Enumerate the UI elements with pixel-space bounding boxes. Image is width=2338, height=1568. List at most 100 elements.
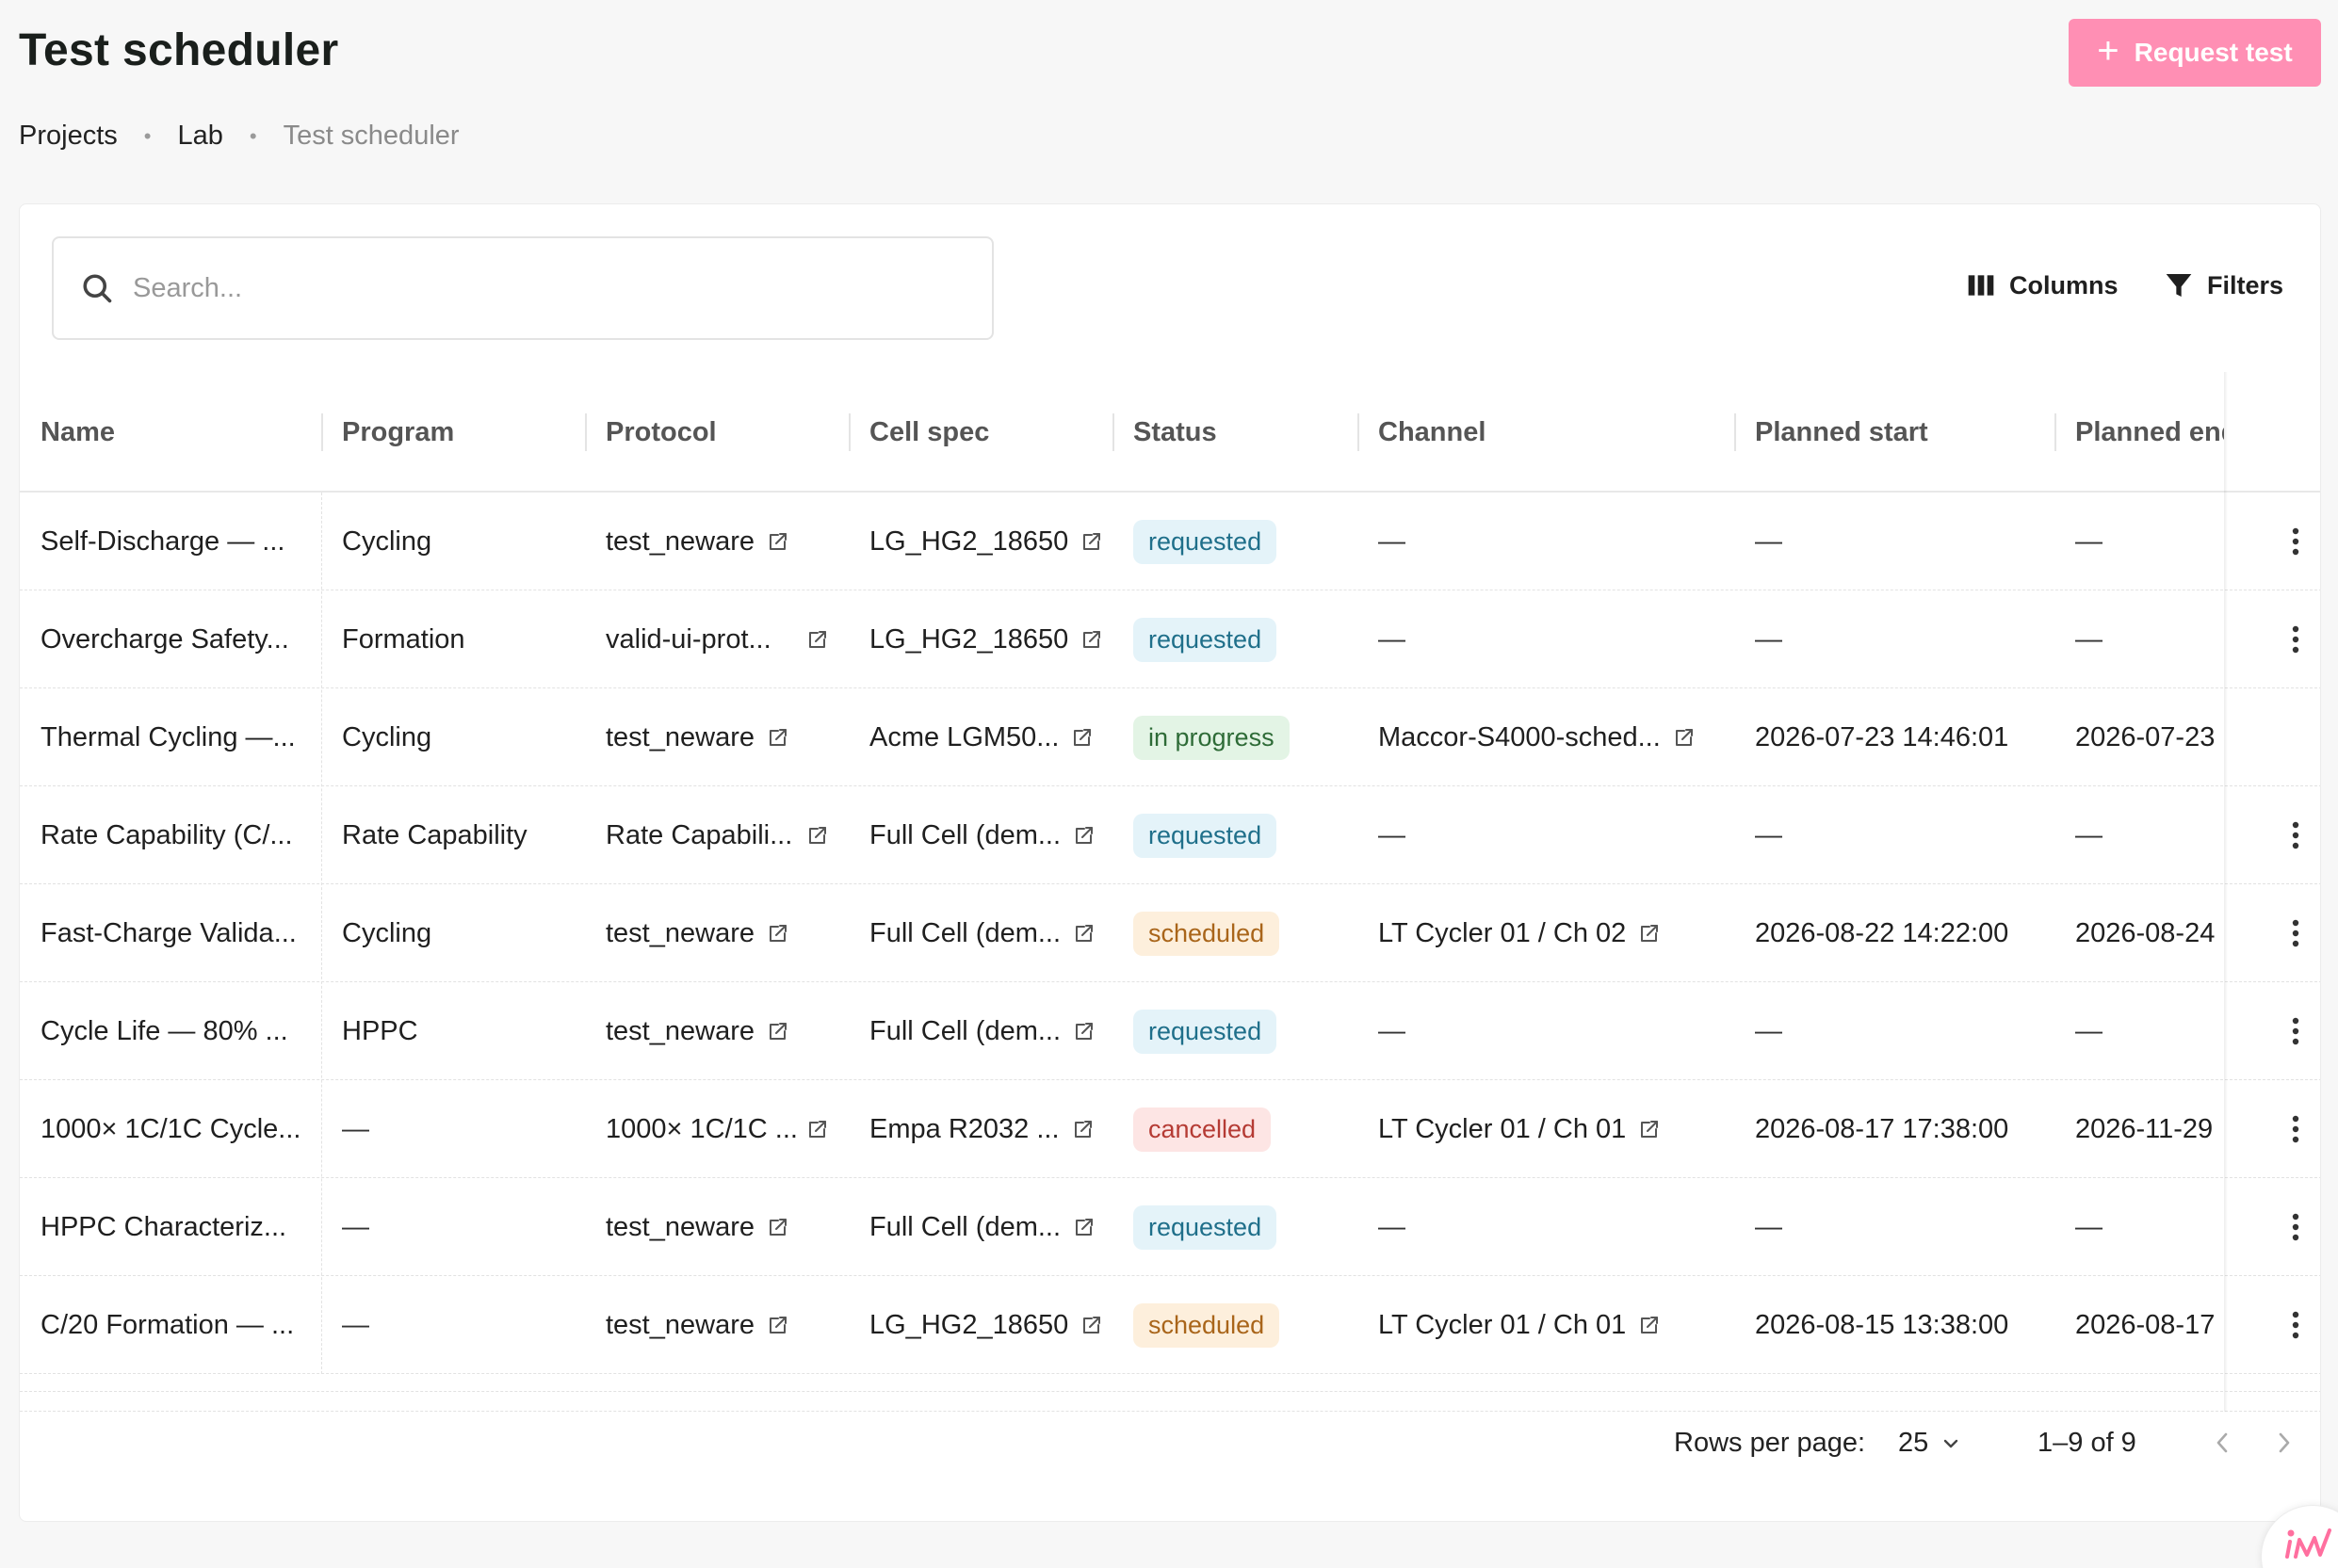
column-header-planned-start[interactable]: Planned start	[1755, 416, 1928, 447]
cell-protocol[interactable]: test_neware	[606, 1178, 841, 1276]
cell-channel[interactable]: —	[1378, 1178, 1727, 1276]
cell-channel[interactable]: —	[1378, 982, 1727, 1080]
cell-name: Overcharge Safety...	[41, 590, 314, 688]
external-link-icon[interactable]	[1637, 922, 1660, 945]
cell-channel[interactable]: —	[1378, 786, 1727, 884]
table-row[interactable]: HPPC Characteriz... — test_neware Full Cell…	[20, 1178, 2320, 1276]
column-header-planned-end[interactable]: Planned end	[2075, 416, 2224, 447]
cell-protocol[interactable]: Rate Capabili...	[606, 786, 841, 884]
cell-protocol-text: valid-ui-prot...	[606, 623, 771, 655]
cell-spec[interactable]: Full Cell (dem...	[869, 786, 1105, 884]
external-link-icon[interactable]	[1072, 1020, 1095, 1043]
cell-spec[interactable]: Empa R2032 ...	[869, 1080, 1105, 1178]
cell-channel-text: —	[1378, 819, 1405, 850]
external-link-icon[interactable]	[805, 824, 828, 847]
cell-protocol[interactable]: 1000× 1C/1C ...	[606, 1080, 841, 1178]
row-actions-menu-icon[interactable]	[2277, 1080, 2314, 1178]
filters-button[interactable]: Filters	[2164, 270, 2283, 300]
cell-program: —	[342, 1276, 596, 1374]
column-header-program[interactable]: Program	[342, 416, 455, 447]
cell-protocol[interactable]: test_neware	[606, 493, 841, 590]
external-link-icon[interactable]	[1071, 1118, 1094, 1140]
row-actions-menu-icon[interactable]	[2277, 884, 2314, 982]
search-input[interactable]	[133, 272, 943, 304]
external-link-icon[interactable]	[1637, 1118, 1660, 1140]
cell-spec[interactable]: LG_HG2_18650	[869, 590, 1105, 688]
external-link-icon[interactable]	[805, 1118, 828, 1140]
table-row[interactable]: Self-Discharge — ... Cycling test_neware LG…	[20, 493, 2320, 590]
cell-spec[interactable]: Full Cell (dem...	[869, 982, 1105, 1080]
breadcrumb-separator: •	[249, 123, 257, 148]
external-link-icon[interactable]	[805, 628, 828, 651]
column-header-status[interactable]: Status	[1133, 416, 1217, 447]
column-header-protocol[interactable]: Protocol	[606, 416, 717, 447]
cell-channel[interactable]: LT Cycler 01 / Ch 01	[1378, 1080, 1727, 1178]
table-row[interactable]: Rate Capability (C/... Rate Capability Rat…	[20, 786, 2320, 884]
cell-channel-text: —	[1378, 525, 1405, 557]
external-link-icon[interactable]	[766, 1020, 788, 1043]
row-actions-menu-icon[interactable]	[2277, 590, 2314, 688]
external-link-icon[interactable]	[1080, 530, 1102, 553]
cell-program-text: Cycling	[342, 721, 432, 752]
external-link-icon[interactable]	[1672, 726, 1695, 749]
cell-channel[interactable]: Maccor-S4000-sched...	[1378, 688, 1727, 786]
row-actions-menu-icon[interactable]	[2277, 1276, 2314, 1374]
row-actions-menu-icon[interactable]	[2277, 786, 2314, 884]
cell-protocol-text: test_neware	[606, 721, 755, 752]
external-link-icon[interactable]	[766, 530, 788, 553]
search-box[interactable]	[52, 236, 994, 340]
external-link-icon[interactable]	[1072, 922, 1095, 945]
cell-protocol[interactable]: valid-ui-prot...	[606, 590, 841, 688]
previous-page-button[interactable]	[2203, 1424, 2241, 1462]
breadcrumb-projects[interactable]: Projects	[19, 121, 118, 151]
external-link-icon[interactable]	[1072, 824, 1095, 847]
row-actions-menu-icon[interactable]	[2277, 1178, 2314, 1276]
column-divider	[321, 413, 323, 451]
cell-protocol[interactable]: test_neware	[606, 1276, 841, 1374]
external-link-icon[interactable]	[1637, 1314, 1660, 1336]
cell-spec-text: Acme LGM50...	[869, 721, 1060, 752]
breadcrumb-current: Test scheduler	[283, 121, 460, 151]
next-page-button[interactable]	[2265, 1424, 2303, 1462]
external-link-icon[interactable]	[766, 1314, 788, 1336]
table-row[interactable]: Cycle Life — 80% ... HPPC test_neware Full …	[20, 982, 2320, 1080]
column-header-channel[interactable]: Channel	[1378, 416, 1486, 447]
column-header-name[interactable]: Name	[41, 416, 115, 447]
cell-channel[interactable]: —	[1378, 590, 1727, 688]
cell-program-text: HPPC	[342, 1015, 418, 1046]
cell-channel[interactable]: —	[1378, 493, 1727, 590]
row-actions-menu-icon[interactable]	[2277, 493, 2314, 590]
table-row[interactable]: 1000× 1C/1C Cycle... — 1000× 1C/1C ... Empa…	[20, 1080, 2320, 1178]
rows-per-page-select[interactable]: 25	[1898, 1428, 1960, 1459]
cell-channel[interactable]: LT Cycler 01 / Ch 01	[1378, 1276, 1727, 1374]
cell-spec[interactable]: LG_HG2_18650	[869, 1276, 1105, 1374]
cell-planned-end: 2026-11-29	[2075, 1080, 2224, 1178]
row-actions-menu-icon[interactable]	[2277, 982, 2314, 1080]
column-header-cell-spec[interactable]: Cell spec	[869, 416, 990, 447]
external-link-icon[interactable]	[766, 1216, 788, 1238]
external-link-icon[interactable]	[1072, 1216, 1095, 1238]
cell-channel[interactable]: LT Cycler 01 / Ch 02	[1378, 884, 1727, 982]
cell-spec[interactable]: LG_HG2_18650	[869, 493, 1105, 590]
table-row[interactable]: Fast-Charge Valida... Cycling test_neware F…	[20, 884, 2320, 982]
columns-button[interactable]: Columns	[1966, 270, 2119, 300]
cell-channel-text: —	[1378, 1211, 1405, 1242]
cell-planned-start: 2026-08-17 17:38:00	[1755, 1080, 2056, 1178]
external-link-icon[interactable]	[766, 922, 788, 945]
table-row[interactable]: Overcharge Safety... Formation valid-ui-pr…	[20, 590, 2320, 688]
cell-spec[interactable]: Full Cell (dem...	[869, 884, 1105, 982]
cell-spec[interactable]: Acme LGM50...	[869, 688, 1105, 786]
cell-protocol[interactable]: test_neware	[606, 982, 841, 1080]
table-row[interactable]: Thermal Cycling —... Cycling test_neware Ac…	[20, 688, 2320, 786]
external-link-icon[interactable]	[1070, 726, 1093, 749]
request-test-button[interactable]: + Request test	[2069, 19, 2321, 87]
external-link-icon[interactable]	[766, 726, 788, 749]
external-link-icon[interactable]	[1080, 628, 1102, 651]
table-row[interactable]: C/20 Formation — ... — test_neware LG_HG2_1…	[20, 1276, 2320, 1374]
cell-protocol[interactable]: test_neware	[606, 688, 841, 786]
external-link-icon[interactable]	[1080, 1314, 1102, 1336]
cell-spec[interactable]: Full Cell (dem...	[869, 1178, 1105, 1276]
breadcrumb-lab[interactable]: Lab	[177, 121, 223, 151]
cell-protocol[interactable]: test_neware	[606, 884, 841, 982]
cell-planned-end: 2026-07-23	[2075, 688, 2224, 786]
